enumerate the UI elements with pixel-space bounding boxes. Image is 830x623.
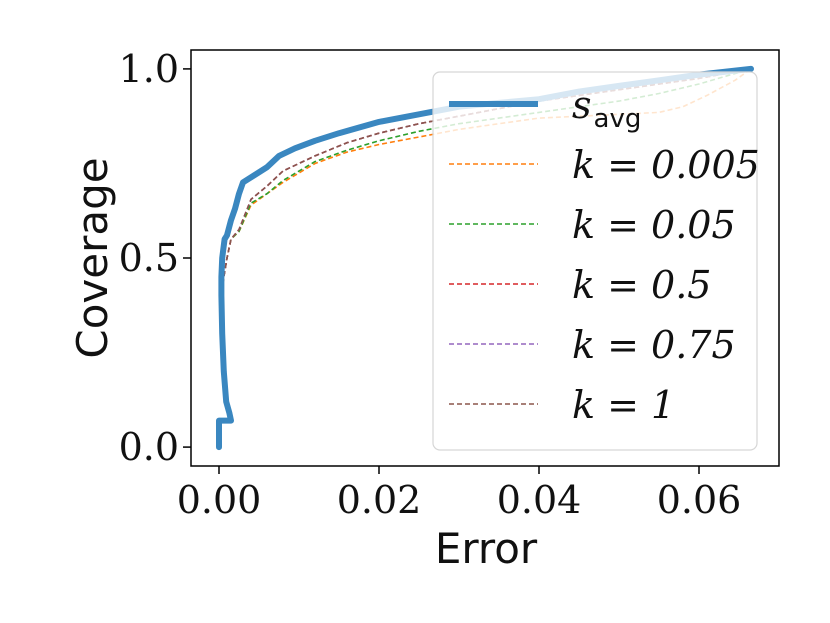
y-tick-label: 1.0 — [119, 47, 179, 91]
legend-label: savg — [572, 83, 641, 134]
x-tick-label: 0.04 — [497, 478, 582, 522]
legend-label: k = 1 — [572, 383, 675, 427]
legend: savg k = 0.005 k = 0.05 k = 0.5 k = 0.75 k = … — [432, 71, 760, 451]
legend-label: k = 0.5 — [572, 263, 711, 307]
x-tick-label: 0.00 — [177, 478, 262, 522]
legend-box — [432, 71, 758, 451]
x-tick-label: 0.06 — [657, 478, 742, 522]
legend-label: k = 0.05 — [572, 203, 736, 247]
y-tick-label: 0.0 — [119, 425, 179, 469]
legend-label: k = 0.75 — [572, 323, 736, 367]
y-tick-label: 0.5 — [119, 236, 179, 280]
x-tick-label: 0.02 — [337, 478, 422, 522]
legend-label: k = 0.005 — [572, 143, 760, 187]
x-axis-label: Error — [435, 524, 538, 573]
axes-layer: 0.00 0.02 0.04 0.06 0.0 0.5 1.0 — [119, 47, 742, 522]
y-axis-label: Coverage — [68, 157, 117, 358]
